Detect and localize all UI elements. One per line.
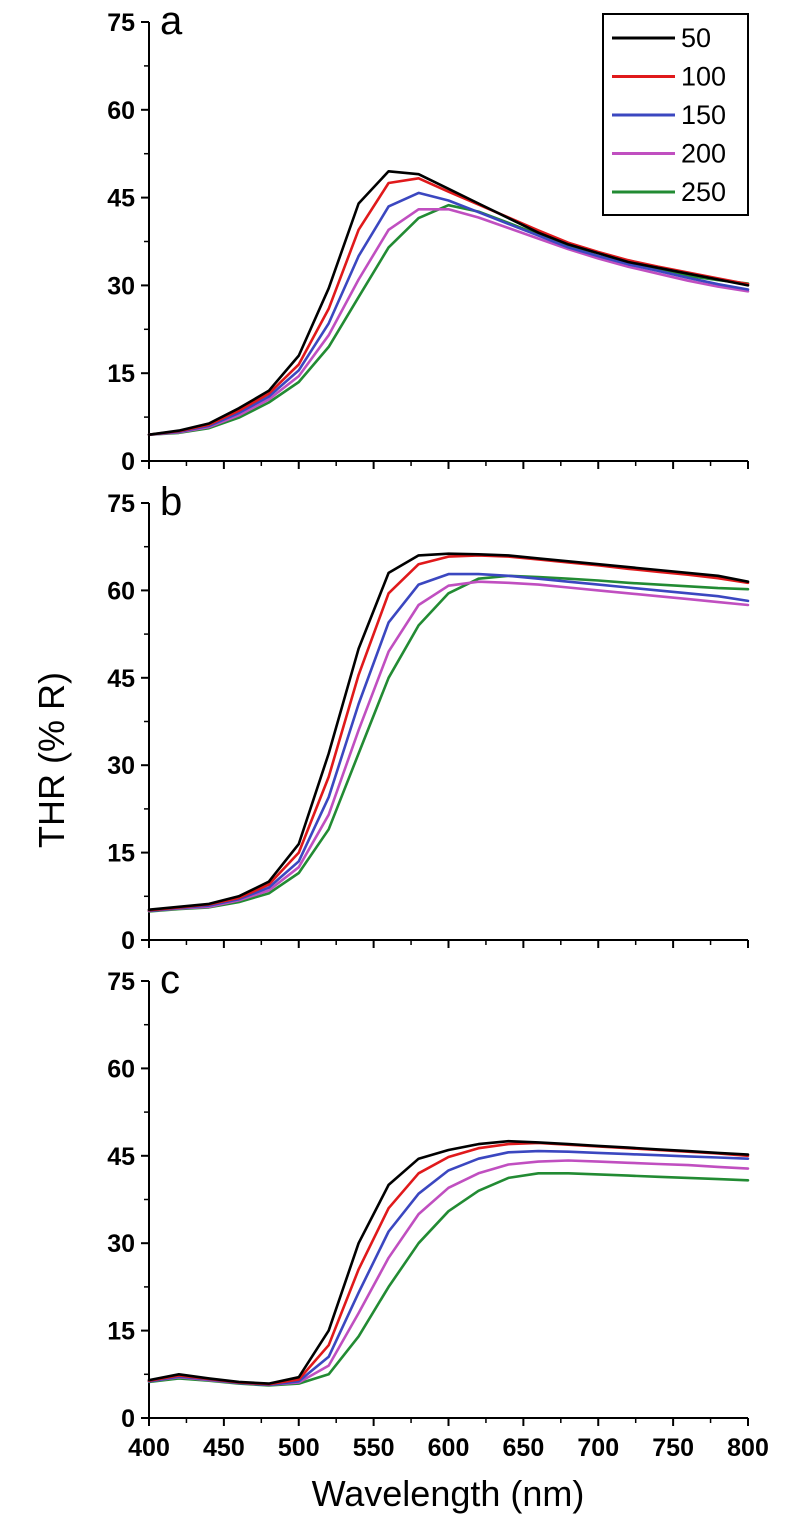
panel-label: b [160,480,182,524]
series-line-100 [147,177,750,437]
series-line-250 [147,1172,750,1387]
series-line-50 [147,552,750,912]
x-tick-label: 650 [503,1434,545,1462]
y-tick-label: 30 [107,752,135,780]
x-tick-label: 400 [128,1434,170,1462]
y-tick-label: 45 [107,1143,135,1171]
series-line-250 [147,574,750,913]
y-tick-label: 45 [107,665,135,693]
y-tick-label: 75 [107,968,135,996]
y-tick-label: 30 [107,1230,135,1258]
x-tick-label: 800 [727,1434,769,1462]
y-axis-title: THR (% R) [31,672,72,848]
series-line-250 [147,203,750,437]
y-tick-label: 0 [121,448,135,476]
y-tick-label: 15 [107,360,135,388]
series-line-200 [147,580,750,913]
x-tick-label: 700 [577,1434,619,1462]
series-line-100 [147,554,750,912]
y-tick-label: 0 [121,1405,135,1433]
series-line-200 [147,208,750,437]
y-axis-title-group: THR (% R) [31,672,72,848]
panel-a: 0 15 30 45 60 75 a [107,0,750,476]
y-tick-label: 15 [107,840,135,868]
series-line-150 [147,1149,750,1387]
x-tick-label: 600 [428,1434,470,1462]
y-tick-label: 75 [107,9,135,37]
panel-label: c [160,958,180,1002]
x-tick-label: 500 [278,1434,320,1462]
panel-label: a [160,0,183,43]
x-axis-title: Wavelength (nm) [312,1473,585,1514]
legend-label: 250 [681,177,726,207]
series-line-150 [147,191,750,437]
y-tick-label: 60 [107,1055,135,1083]
x-tick-label: 550 [353,1434,395,1462]
x-tick-label: 750 [652,1434,694,1462]
legend-label: 100 [681,62,726,92]
y-tick-label: 75 [107,490,135,518]
series-line-200 [147,1159,750,1387]
x-tick-label: 450 [203,1434,245,1462]
y-tick-label: 60 [107,97,135,125]
legend-label: 200 [681,139,726,169]
y-tick-label: 45 [107,185,135,213]
series-line-150 [147,572,750,913]
y-tick-label: 0 [121,927,135,955]
series-line-50 [147,1139,750,1385]
panel-b: 0 15 30 45 60 75 b [107,480,750,955]
series-line-100 [147,1141,750,1386]
legend: 50 100 150 200 250 [602,13,749,216]
legend-label: 150 [681,100,726,130]
panel-c: 0 15 30 45 60 75 400 450 500 550 600 650 700 750 800 c [107,958,769,1462]
y-tick-label: 15 [107,1318,135,1346]
series-line-50 [147,170,750,437]
y-tick-label: 30 [107,272,135,300]
y-tick-label: 60 [107,577,135,605]
legend-label: 50 [681,23,711,53]
